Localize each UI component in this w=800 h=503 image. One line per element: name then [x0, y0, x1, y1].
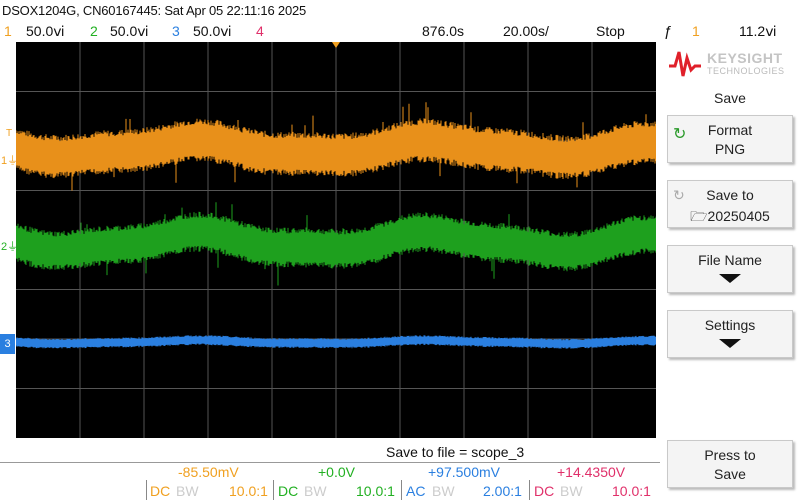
softkey-file-name-label: File Name	[698, 252, 762, 268]
rotate-knob-icon: ↻	[673, 187, 685, 203]
ch1-number[interactable]: 1	[4, 23, 12, 39]
brand-sub: TECHNOLOGIES	[707, 66, 785, 76]
ch1-coupling[interactable]: DC	[150, 483, 171, 499]
ch3-coupling[interactable]: AC	[406, 483, 426, 499]
channel-status-row: 1 50.0ⅵ 2 50.0ⅵ 3 50.0ⅵ 4 876.0ѕ 20.00ѕ/…	[0, 22, 800, 42]
trigger-channel[interactable]: 1	[692, 23, 700, 39]
trigger-edge-icon[interactable]: ƒ	[664, 23, 673, 40]
ch2-scale[interactable]: 50.0ⅵ	[110, 23, 149, 39]
softkey-format-value: PNG	[714, 141, 746, 157]
rotate-knob-icon: ↻	[673, 126, 687, 143]
ch1-ground-marker[interactable]: 1⏚	[1, 155, 19, 167]
softkey-save-to-value: 🗁20250405	[668, 206, 792, 230]
menu-title: Save	[714, 90, 746, 106]
ch3-scale[interactable]: 50.0ⅵ	[193, 23, 232, 39]
keysight-logo: KEYSIGHT TECHNOLOGIES	[667, 46, 795, 82]
save-to-file-status: Save to file = scope_3	[386, 444, 525, 460]
ch1-probe[interactable]: 10.0:1	[229, 483, 268, 499]
softkey-save-to[interactable]: ↻ Save to 🗁20250405	[667, 180, 793, 228]
trigger-position-marker	[332, 42, 340, 48]
ch1-waveform	[16, 102, 656, 191]
ch1-marker-label: 1	[1, 155, 8, 167]
ch4-probe[interactable]: 10.0:1	[612, 483, 651, 499]
softkey-settings-label: Settings	[704, 317, 756, 333]
softkey-format-label: Format	[707, 122, 753, 138]
waveform-display[interactable]	[16, 42, 656, 438]
folder-icon: 🗁	[690, 208, 708, 224]
ch1-scale[interactable]: 50.0ⅵ	[26, 23, 65, 39]
ch3-probe[interactable]: 2.00:1	[483, 483, 522, 499]
softkey-file-name[interactable]: File Name	[667, 245, 793, 293]
arrow-down-icon	[668, 336, 792, 353]
ch4-coupling[interactable]: DC	[534, 483, 555, 499]
softkey-press-to-save[interactable]: Press to Save	[667, 440, 793, 488]
softkey-save-to-label: Save to	[706, 187, 754, 203]
ch2-coupling[interactable]: DC	[278, 483, 299, 499]
bottom-divider	[0, 462, 660, 463]
bottom-status-bar	[0, 438, 660, 503]
ch3-bw-limit[interactable]: BW	[432, 483, 455, 499]
arrow-down-icon	[668, 271, 792, 288]
ch2-offset[interactable]: +0.0V	[318, 464, 355, 480]
ch2-bw-limit[interactable]: BW	[304, 483, 327, 499]
ch4-number[interactable]: 4	[256, 23, 264, 39]
ch2-probe[interactable]: 10.0:1	[356, 483, 395, 499]
trigger-level[interactable]: 11.2ⅵ	[739, 23, 777, 39]
ch3-offset[interactable]: +97.500mV	[428, 464, 500, 480]
waveform-svg	[16, 42, 656, 438]
ch4-offset[interactable]: +14.4350V	[557, 464, 626, 480]
channel-marker-bar: T 1⏚ 2⏚ 3	[0, 42, 19, 438]
ch2-waveform	[16, 202, 656, 286]
keysight-wave-icon	[669, 51, 701, 77]
run-state[interactable]: Stop	[596, 23, 625, 39]
ch3-ground-marker[interactable]: 3	[0, 334, 15, 354]
ch4-bw-limit[interactable]: BW	[560, 483, 583, 499]
ch1-bw-limit[interactable]: BW	[176, 483, 199, 499]
softkey-settings[interactable]: Settings	[667, 310, 793, 358]
save-folder-name: 20250405	[707, 208, 770, 224]
ch3-waveform	[16, 335, 656, 349]
trigger-level-marker[interactable]: T	[6, 128, 13, 139]
softkey-format[interactable]: ↻ Format PNG	[667, 115, 793, 163]
ch2-ground-marker[interactable]: 2⏚	[1, 241, 19, 253]
instrument-title: DSOX1204G, CN60167445: Sat Apr 05 22:11:…	[2, 3, 307, 18]
softkey-press-to-save-label: Press to	[704, 447, 756, 463]
softkey-press-to-save-value: Save	[714, 466, 746, 482]
ch3-marker-label: 3	[4, 338, 11, 350]
ch2-marker-label: 2	[1, 241, 8, 253]
ch1-offset[interactable]: -85.50mV	[178, 464, 239, 480]
ch2-number[interactable]: 2	[90, 23, 98, 39]
timebase-scale[interactable]: 20.00ѕ/	[503, 23, 549, 39]
delay-value[interactable]: 876.0ѕ	[422, 23, 465, 39]
ch3-number[interactable]: 3	[172, 23, 180, 39]
title-bar: DSOX1204G, CN60167445: Sat Apr 05 22:11:…	[0, 0, 660, 22]
brand-name: KEYSIGHT	[707, 50, 783, 66]
